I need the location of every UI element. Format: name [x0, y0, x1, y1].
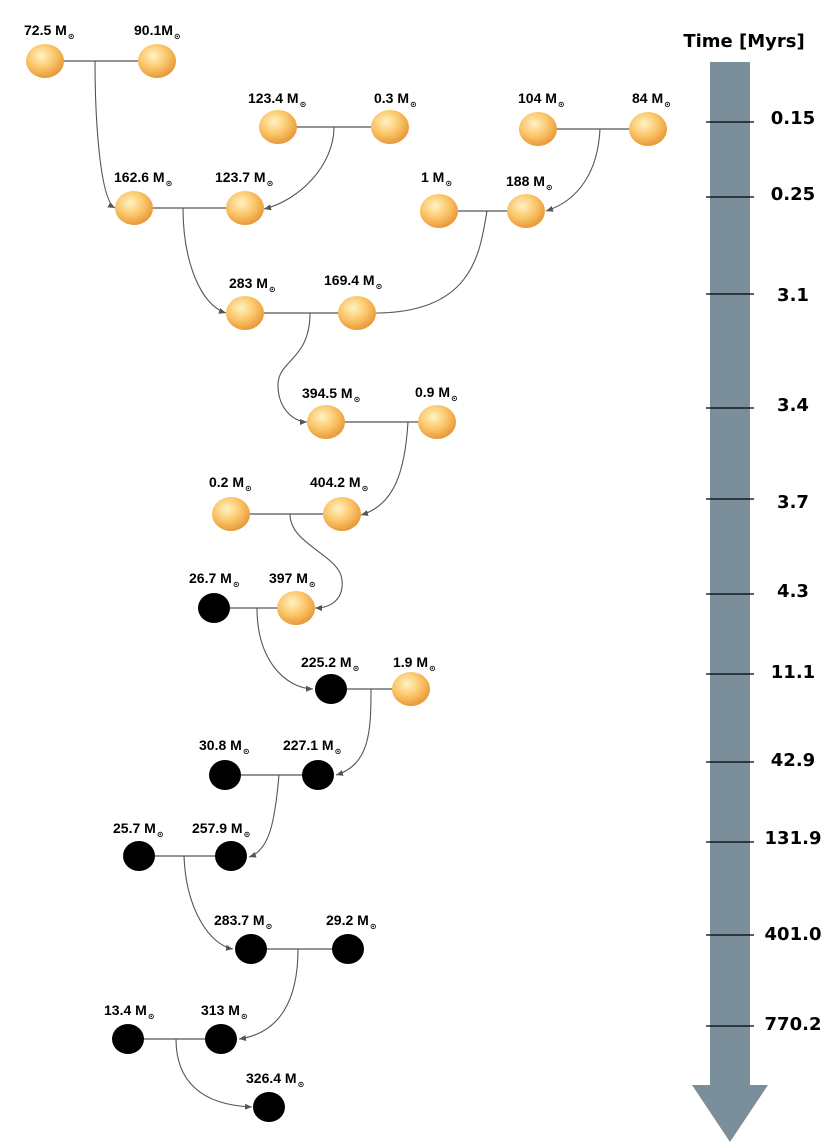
- black-hole-body: [209, 760, 241, 790]
- time-tick-label: 3.7: [777, 492, 809, 513]
- star-body: [226, 296, 264, 330]
- mass-labels: 72.5 M⊙ 90.1M⊙ 123.4 M⊙ 0.3 M⊙ 104 M⊙ 84…: [24, 22, 671, 1089]
- merger-path: [94, 60, 116, 209]
- star-body: [115, 191, 153, 225]
- merger-path: [335, 688, 372, 776]
- mass-label: 25.7 M⊙: [113, 820, 164, 839]
- mass-label: 30.8 M⊙: [199, 737, 250, 756]
- mass-label: 283 M⊙: [229, 275, 276, 294]
- black-hole-body: [215, 841, 247, 871]
- mass-label: 1.9 M⊙: [393, 654, 436, 673]
- star-body: [371, 110, 409, 144]
- star-body: [277, 591, 315, 625]
- mass-label: 13.4 M⊙: [104, 1002, 155, 1021]
- star-body: [307, 405, 345, 439]
- time-axis-title: Time [Myrs]: [683, 31, 804, 52]
- time-tick-label: 11.1: [771, 662, 815, 683]
- merger-path: [183, 855, 234, 951]
- star-body: [507, 194, 545, 228]
- time-tick-label: 0.25: [771, 184, 815, 205]
- bodies: [26, 44, 667, 1122]
- mass-label: 0.3 M⊙: [374, 90, 417, 109]
- merger-path: [545, 128, 601, 212]
- mass-label: 188 M⊙: [506, 173, 553, 192]
- star-body: [259, 110, 297, 144]
- star-body: [629, 112, 667, 146]
- mass-label: 227.1 M⊙: [283, 737, 341, 756]
- mass-label: 26.7 M⊙: [189, 570, 240, 589]
- merger-path: [182, 207, 227, 314]
- mass-label: 313 M⊙: [201, 1002, 248, 1021]
- mass-label: 72.5 M⊙: [24, 22, 75, 41]
- black-hole-body: [205, 1024, 237, 1054]
- mass-label: 1 M⊙: [421, 169, 452, 188]
- black-hole-body: [315, 674, 347, 704]
- mass-label: 123.4 M⊙: [248, 90, 306, 109]
- black-hole-body: [198, 593, 230, 623]
- time-tick-label: 42.9: [771, 750, 815, 771]
- timeline: Time [Myrs] 0.15 0.25 3.1 3.4 3.7 4.3 11…: [683, 31, 821, 1142]
- black-hole-body: [332, 934, 364, 964]
- black-hole-body: [123, 841, 155, 871]
- merger-path: [256, 607, 314, 692]
- merger-path: [360, 421, 409, 516]
- merger-path: [238, 948, 299, 1041]
- mass-label: 169.4 M⊙: [324, 272, 382, 291]
- star-body: [418, 405, 456, 439]
- time-tick-label: 4.3: [777, 581, 809, 602]
- black-hole-body: [302, 760, 334, 790]
- mass-label: 404.2 M⊙: [310, 474, 368, 493]
- merger-path: [277, 312, 311, 425]
- star-body: [323, 497, 361, 531]
- time-tick-label: 401.0: [765, 924, 822, 945]
- black-hole-body: [253, 1092, 285, 1122]
- star-body: [226, 191, 264, 225]
- merger-path: [175, 1038, 253, 1110]
- merger-path: [289, 513, 343, 611]
- black-hole-body: [112, 1024, 144, 1054]
- star-body: [212, 497, 250, 531]
- mass-label: 257.9 M⊙: [192, 820, 250, 839]
- mass-label: 29.2 M⊙: [326, 912, 377, 931]
- mass-label: 104 M⊙: [518, 90, 565, 109]
- mass-label: 0.2 M⊙: [209, 474, 252, 493]
- star-body: [420, 194, 458, 228]
- time-tick-label: 3.4: [777, 395, 809, 416]
- mass-label: 397 M⊙: [269, 570, 316, 589]
- merger-path: [248, 774, 280, 858]
- star-body: [26, 44, 64, 78]
- mass-label: 225.2 M⊙: [301, 654, 359, 673]
- mass-label: 326.4 M⊙: [246, 1070, 304, 1089]
- merger-path: [263, 126, 335, 211]
- mass-label: 162.6 M⊙: [114, 169, 172, 188]
- mass-label: 283.7 M⊙: [214, 912, 272, 931]
- black-hole-body: [235, 934, 267, 964]
- time-tick-label: 3.1: [777, 285, 809, 306]
- mass-label: 394.5 M⊙: [302, 385, 360, 404]
- time-tick-label: 770.2: [765, 1014, 822, 1035]
- mass-label: 90.1M⊙: [134, 22, 181, 41]
- merger-paths: [94, 60, 601, 1110]
- mass-label: 0.9 M⊙: [415, 384, 458, 403]
- star-body: [519, 112, 557, 146]
- time-tick-label: 131.9: [765, 828, 822, 849]
- time-tick-label: 0.15: [771, 108, 815, 129]
- merger-path: [374, 210, 488, 314]
- star-body: [138, 44, 176, 78]
- time-arrow: [692, 62, 768, 1142]
- star-body: [338, 296, 376, 330]
- mass-label: 84 M⊙: [632, 90, 671, 109]
- mass-label: 123.7 M⊙: [215, 169, 273, 188]
- star-body: [392, 672, 430, 706]
